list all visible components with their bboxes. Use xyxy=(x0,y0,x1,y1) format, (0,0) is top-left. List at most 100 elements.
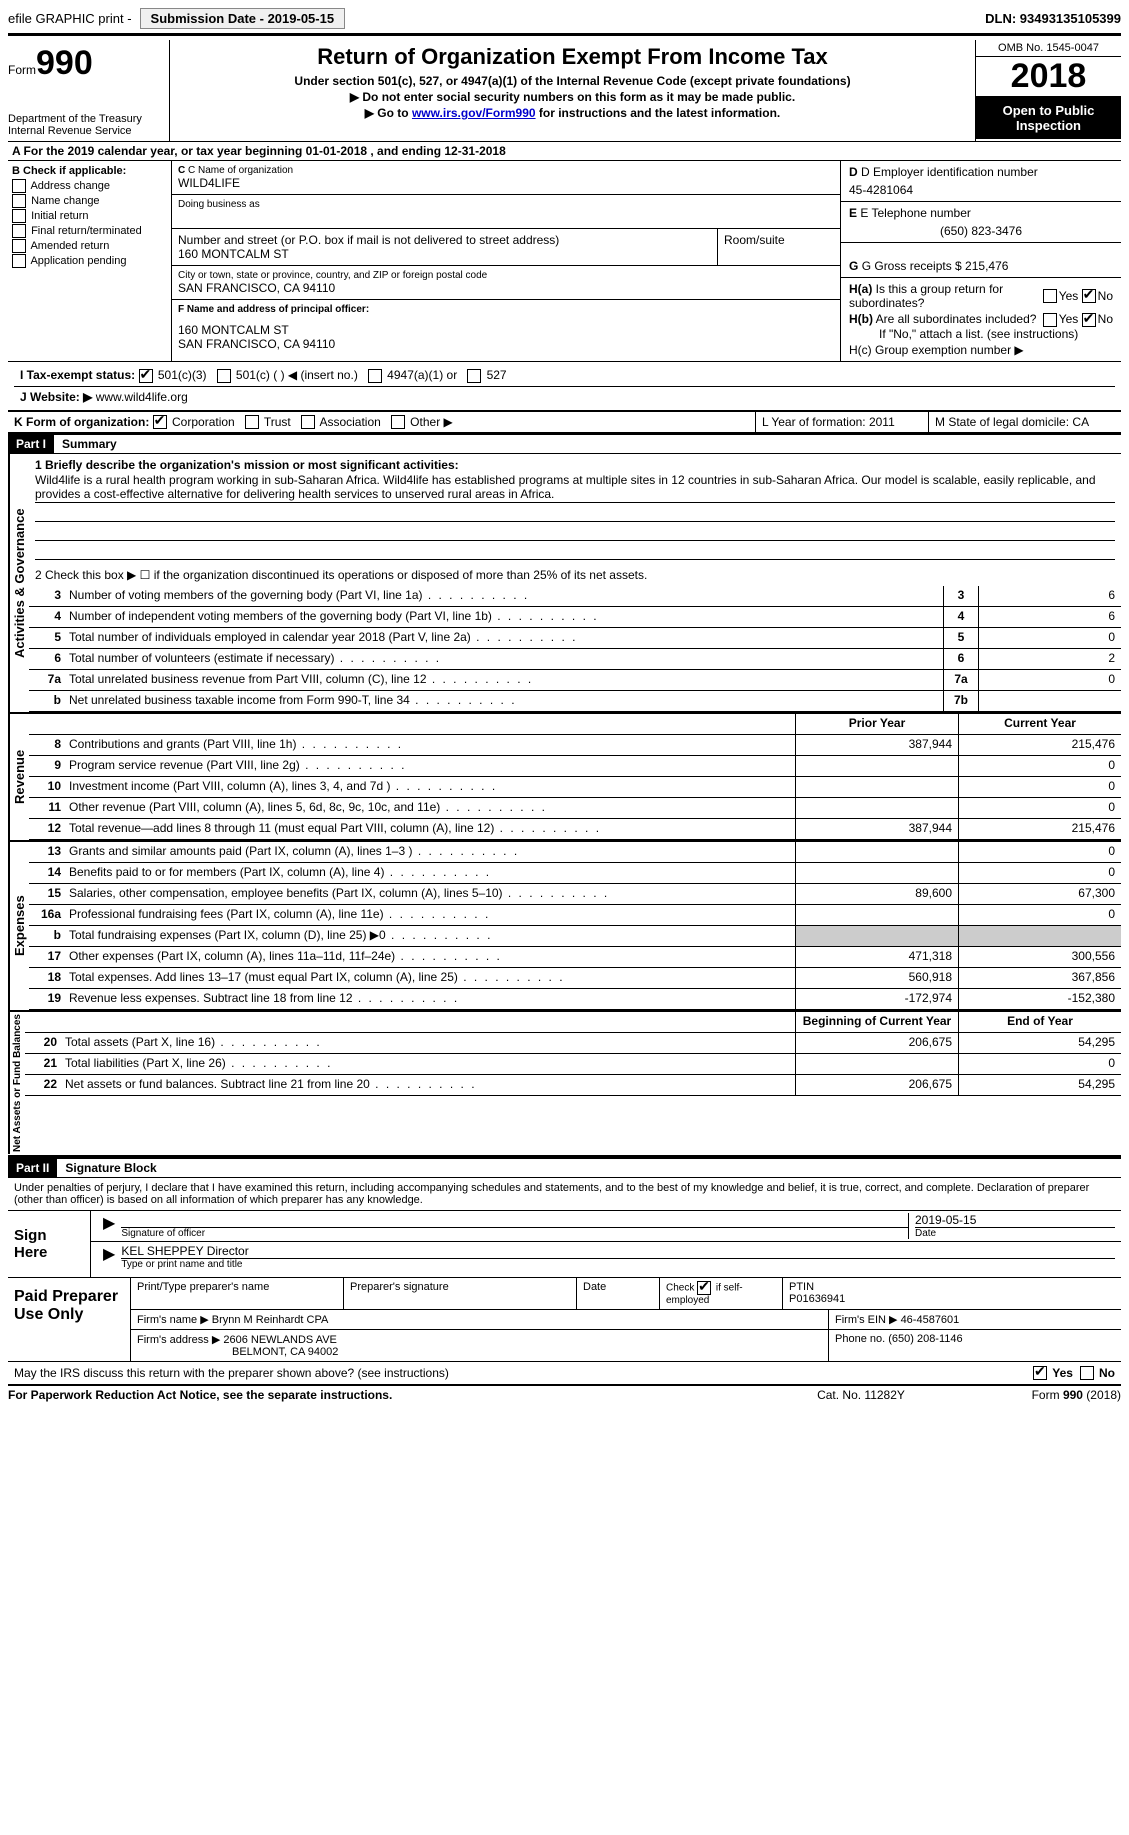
identity-block: B Check if applicable: Address change Na… xyxy=(8,161,1121,362)
net-header: Beginning of Current Year End of Year xyxy=(25,1012,1121,1033)
form-header: Form990 Department of the Treasury Inter… xyxy=(8,40,1121,141)
row-k: K Form of organization: Corporation Trus… xyxy=(8,412,756,433)
chk-4947[interactable] xyxy=(368,369,382,383)
row-a-tax-year: A For the 2019 calendar year, or tax yea… xyxy=(8,141,1121,161)
net-line-20: 20Total assets (Part X, line 16)206,6755… xyxy=(25,1033,1121,1054)
omb-number: OMB No. 1545-0047 xyxy=(976,40,1121,57)
part2-header: Part II xyxy=(8,1159,57,1177)
section-net-assets: Net Assets or Fund Balances Beginning of… xyxy=(8,1012,1121,1156)
sign-here-block: Sign Here ▶ Signature of officer 2019-05… xyxy=(8,1211,1121,1278)
footer-left: For Paperwork Reduction Act Notice, see … xyxy=(8,1388,761,1402)
ha-no[interactable] xyxy=(1082,289,1096,303)
chk-name-change[interactable]: Name change xyxy=(12,194,167,208)
sig-officer-label: Signature of officer xyxy=(121,1227,908,1239)
box-h: H(a) Is this a group return for subordin… xyxy=(841,278,1121,361)
ptin: PTINP01636941 xyxy=(783,1278,1121,1309)
city-state-zip: City or town, state or province, country… xyxy=(172,266,840,300)
chk-other[interactable] xyxy=(391,415,405,429)
page-footer: For Paperwork Reduction Act Notice, see … xyxy=(8,1384,1121,1402)
footer-form: Form 990 (2018) xyxy=(961,1388,1121,1402)
form-label: Form xyxy=(8,63,36,77)
rev-line-12: 12Total revenue—add lines 8 through 11 (… xyxy=(29,819,1121,840)
ha-yes[interactable] xyxy=(1043,289,1057,303)
rev-line-8: 8Contributions and grants (Part VIII, li… xyxy=(29,735,1121,756)
chk-application-pending[interactable]: Application pending xyxy=(12,254,167,268)
self-employed-check: Check if self-employed xyxy=(660,1278,783,1309)
rev-line-11: 11Other revenue (Part VIII, column (A), … xyxy=(29,798,1121,819)
rev-line-10: 10Investment income (Part VIII, column (… xyxy=(29,777,1121,798)
line-1-mission: 1 Briefly describe the organization's mi… xyxy=(29,454,1121,564)
arrow-icon: ▶ xyxy=(97,1213,121,1239)
prep-date-col: Date xyxy=(577,1278,660,1309)
firm-ein: Firm's EIN ▶ 46-4587601 xyxy=(829,1310,1121,1329)
chk-address-change[interactable]: Address change xyxy=(12,179,167,193)
form-subtitle: Under section 501(c), 527, or 4947(a)(1)… xyxy=(180,74,965,88)
discuss-row: May the IRS discuss this return with the… xyxy=(8,1362,1121,1385)
irs-link[interactable]: www.irs.gov/Form990 xyxy=(412,106,536,120)
vert-expenses: Expenses xyxy=(8,842,29,1010)
chk-corporation[interactable] xyxy=(153,415,167,429)
exp-line-17: 17Other expenses (Part IX, column (A), l… xyxy=(29,947,1121,968)
sig-date-label: Date xyxy=(915,1227,1115,1239)
box-g-receipts: G G Gross receipts $ 215,476 xyxy=(841,243,1121,278)
submission-date-button[interactable]: Submission Date - 2019-05-15 xyxy=(140,8,346,29)
top-bar: efile GRAPHIC print - Submission Date - … xyxy=(8,8,1121,29)
form-title: Return of Organization Exempt From Incom… xyxy=(180,44,965,70)
paid-preparer-label: Paid Preparer Use Only xyxy=(8,1278,131,1361)
penalty-statement: Under penalties of perjury, I declare th… xyxy=(8,1178,1121,1211)
officer-name-label: Type or print name and title xyxy=(121,1258,1115,1270)
sig-date: 2019-05-15 xyxy=(915,1213,1115,1227)
box-e-phone: E E Telephone number (650) 823-3476 xyxy=(841,202,1121,243)
discuss-yes[interactable] xyxy=(1033,1366,1047,1380)
dln-label: DLN: 93493135105399 xyxy=(985,11,1121,26)
gov-line-5: 5Total number of individuals employed in… xyxy=(29,628,1121,649)
gov-line-4: 4Number of independent voting members of… xyxy=(29,607,1121,628)
exp-line-15: 15Salaries, other compensation, employee… xyxy=(29,884,1121,905)
street-address: Number and street (or P.O. box if mail i… xyxy=(172,229,718,265)
box-c: C C Name of organization WILD4LIFE xyxy=(172,161,840,195)
exp-line-18: 18Total expenses. Add lines 13–17 (must … xyxy=(29,968,1121,989)
box-b: B Check if applicable: Address change Na… xyxy=(8,161,172,361)
part1-title: Summary xyxy=(54,437,117,451)
dept-label: Department of the Treasury xyxy=(8,113,142,125)
form-note-link: ▶ Go to www.irs.gov/Form990 for instruct… xyxy=(180,106,965,120)
chk-trust[interactable] xyxy=(245,415,259,429)
hb-no[interactable] xyxy=(1082,313,1096,327)
website-value: www.wild4life.org xyxy=(96,390,188,404)
section-revenue: Revenue Prior Year Current Year 8Contrib… xyxy=(8,714,1121,842)
rev-line-9: 9Program service revenue (Part VIII, lin… xyxy=(29,756,1121,777)
row-k-l-m: K Form of organization: Corporation Trus… xyxy=(8,411,1121,434)
tax-year: 2018 xyxy=(976,57,1121,97)
part1-bar: Part I Summary xyxy=(8,433,1121,454)
efile-label: efile GRAPHIC print - xyxy=(8,11,132,26)
org-name: WILD4LIFE xyxy=(178,176,834,190)
chk-association[interactable] xyxy=(301,415,315,429)
discuss-no[interactable] xyxy=(1080,1366,1094,1380)
hb-yes[interactable] xyxy=(1043,313,1057,327)
chk-final-return[interactable]: Final return/terminated xyxy=(12,224,167,238)
chk-501c[interactable] xyxy=(217,369,231,383)
sign-here-label: Sign Here xyxy=(8,1211,91,1277)
room-suite: Room/suite xyxy=(718,229,840,265)
exp-line-14: 14Benefits paid to or for members (Part … xyxy=(29,863,1121,884)
firm-phone: Phone no. (650) 208-1146 xyxy=(829,1330,1121,1361)
chk-527[interactable] xyxy=(467,369,481,383)
vert-net: Net Assets or Fund Balances xyxy=(8,1012,25,1154)
box-d-ein: D D Employer identification number 45-42… xyxy=(841,161,1121,202)
officer-name: KEL SHEPPEY Director xyxy=(121,1244,1115,1258)
chk-initial-return[interactable]: Initial return xyxy=(12,209,167,223)
form-note-ssn: ▶ Do not enter social security numbers o… xyxy=(180,90,965,104)
paid-preparer-block: Paid Preparer Use Only Print/Type prepar… xyxy=(8,1278,1121,1362)
irs-label: Internal Revenue Service xyxy=(8,125,132,137)
row-i: I Tax-exempt status: 501(c)(3) 501(c) ( … xyxy=(14,365,1115,387)
chk-amended-return[interactable]: Amended return xyxy=(12,239,167,253)
gov-line-b: bNet unrelated business taxable income f… xyxy=(29,691,1121,712)
gov-line-3: 3Number of voting members of the governi… xyxy=(29,586,1121,607)
prep-sig-col: Preparer's signature xyxy=(344,1278,577,1309)
gov-line-6: 6Total number of volunteers (estimate if… xyxy=(29,649,1121,670)
exp-line-b: bTotal fundraising expenses (Part IX, co… xyxy=(29,926,1121,947)
dba: Doing business as xyxy=(172,195,840,229)
chk-501c3[interactable] xyxy=(139,369,153,383)
exp-line-16a: 16aProfessional fundraising fees (Part I… xyxy=(29,905,1121,926)
box-f: F Name and address of principal officer:… xyxy=(172,300,840,355)
